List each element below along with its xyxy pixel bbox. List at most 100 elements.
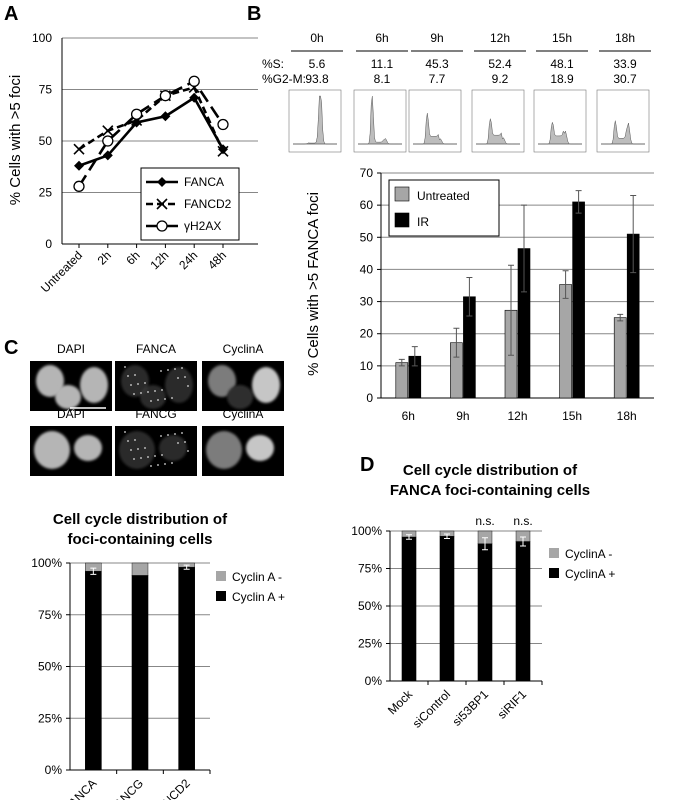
micrograph-nucleus <box>140 385 166 409</box>
flow-s-value: 11.1 <box>371 57 394 71</box>
chart-d-errorbar <box>444 533 450 539</box>
chart-a-xtick: 12h <box>147 248 171 272</box>
flow-s-label: %S: <box>262 57 284 71</box>
stacked-bar-chart-d: Cell cycle distribution of FANCA foci-con… <box>351 462 615 731</box>
chart-a-legend-marker <box>156 220 168 232</box>
micrograph-focus <box>167 369 169 371</box>
chart-a-point <box>102 125 114 137</box>
micrograph-focus <box>164 463 166 465</box>
micrograph-focus <box>147 391 149 393</box>
chart-c-xticks: FANCA FANCG FANCD2 <box>61 770 211 800</box>
micrograph-focus <box>181 432 183 434</box>
chart-b-bars <box>395 190 640 399</box>
micrograph-focus <box>187 385 189 387</box>
panel-label-b: B <box>247 3 261 25</box>
chart-a-point <box>73 143 85 155</box>
micrograph-nucleus <box>34 431 70 469</box>
micrograph-label: FANCG <box>135 407 176 421</box>
chart-d-ytick: 75% <box>358 562 382 576</box>
chart-a-legend-label: FANCA <box>184 175 224 189</box>
chart-c-bar-minus <box>131 562 149 576</box>
chart-b-errorbar <box>521 204 527 293</box>
micrograph-focus <box>134 374 136 376</box>
chart-a-ytick: 100 <box>32 31 52 45</box>
micrograph-focus <box>133 458 135 460</box>
micrograph-focus <box>171 462 173 464</box>
chart-b-legend-swatch <box>394 212 410 228</box>
micrograph-focus <box>160 435 162 437</box>
chart-a-xtick: 24h <box>176 248 200 272</box>
chart-b-legend-label: Untreated <box>417 189 470 203</box>
chart-a-ylabel: % Cells with >5 foci <box>7 75 24 205</box>
micrograph-focus <box>134 439 136 441</box>
chart-a-point <box>217 118 229 131</box>
chart-a-point <box>188 75 200 87</box>
micrograph-focus <box>171 397 173 399</box>
micrograph-nucleus <box>165 367 193 403</box>
flow-s-value: 52.4 <box>488 57 512 71</box>
micrograph-focus <box>124 431 126 433</box>
micrograph-focus <box>140 392 142 394</box>
micrograph-focus <box>167 434 169 436</box>
chart-b-errorbar <box>466 276 473 317</box>
chart-b-ytick: 0 <box>366 391 373 405</box>
micrograph-focus <box>150 465 152 467</box>
chart-d-bar-plus <box>515 541 531 682</box>
scale-bar-label: 10 μm <box>66 408 91 418</box>
chart-d-ytick: 100% <box>351 524 382 538</box>
chart-d-bars <box>401 530 531 682</box>
chart-a-legend-label: FANCD2 <box>184 197 232 211</box>
flow-cytometry-panel: %S: %G2-M: 0h 5.693.8 6h 11.18.1 9h 45.37.7 12… <box>262 31 651 153</box>
flow-time-label: 9h <box>430 31 443 45</box>
chart-a-point <box>102 135 114 147</box>
micrograph-focus <box>130 384 132 386</box>
micrograph-focus <box>127 440 129 442</box>
chart-b-bar <box>613 317 627 399</box>
line-chart-a: 0 25 50 75 100 Untreated 2h 6h 12h 24h 48h % Cell… <box>7 31 258 295</box>
chart-d-annot: n.s. n.s. <box>475 514 532 528</box>
panel-label-c: C <box>4 337 18 359</box>
micrograph-focus <box>147 456 149 458</box>
micrograph-nucleus <box>119 431 155 469</box>
micrograph-focus <box>164 398 166 400</box>
micrograph-nucleus <box>74 435 102 461</box>
chart-c-legend: Cyclin A - Cyclin A + <box>216 570 285 604</box>
chart-d-xtick: Mock <box>385 687 416 718</box>
chart-d-errorbar <box>520 536 526 547</box>
chart-c-bar-plus <box>131 575 149 771</box>
micrograph-focus <box>174 368 176 370</box>
micrograph-focus <box>161 454 163 456</box>
micrograph-label: DAPI <box>57 407 85 421</box>
chart-a-xtick: 2h <box>95 248 114 267</box>
micrograph-nucleus <box>159 435 187 461</box>
chart-b-ytick: 50 <box>360 230 374 244</box>
chart-d-errorbar <box>406 534 412 540</box>
chart-d-ytick: 50% <box>358 599 382 613</box>
chart-c-xtick: FANCG <box>107 776 146 800</box>
chart-b-ylabel: % Cells with >5 FANCA foci <box>305 192 322 376</box>
chart-d-title-line: Cell cycle distribution of <box>403 462 578 479</box>
chart-d-xtick: siControl <box>410 687 453 730</box>
panel-label-d: D <box>360 454 374 476</box>
flow-histogram-frame <box>353 89 407 153</box>
chart-c-xtick: FANCA <box>61 776 99 800</box>
chart-b-bar <box>395 362 409 399</box>
chart-a-legend: FANCA FANCD2 γH2AX <box>140 167 240 241</box>
chart-b-legend-label: IR <box>417 215 429 229</box>
chart-b-ytick: 30 <box>360 295 374 309</box>
micrograph-focus <box>184 441 186 443</box>
chart-d-bar-plus <box>439 535 455 682</box>
chart-c-ytick: 75% <box>38 608 62 622</box>
micrograph-focus <box>184 376 186 378</box>
chart-d-ytick: 0% <box>365 674 383 688</box>
micrograph-focus <box>150 400 152 402</box>
flow-time-label: 0h <box>310 31 323 45</box>
chart-c-ytick: 100% <box>31 556 62 570</box>
chart-b-errorbar <box>398 358 405 367</box>
chart-c-errorbar <box>183 564 190 570</box>
chart-a-ytick: 50 <box>39 134 53 148</box>
flow-g2m-value: 9.2 <box>492 72 509 86</box>
chart-d-ytick: 25% <box>358 637 382 651</box>
micrograph-focus <box>174 433 176 435</box>
chart-b-errorbar <box>411 346 418 367</box>
